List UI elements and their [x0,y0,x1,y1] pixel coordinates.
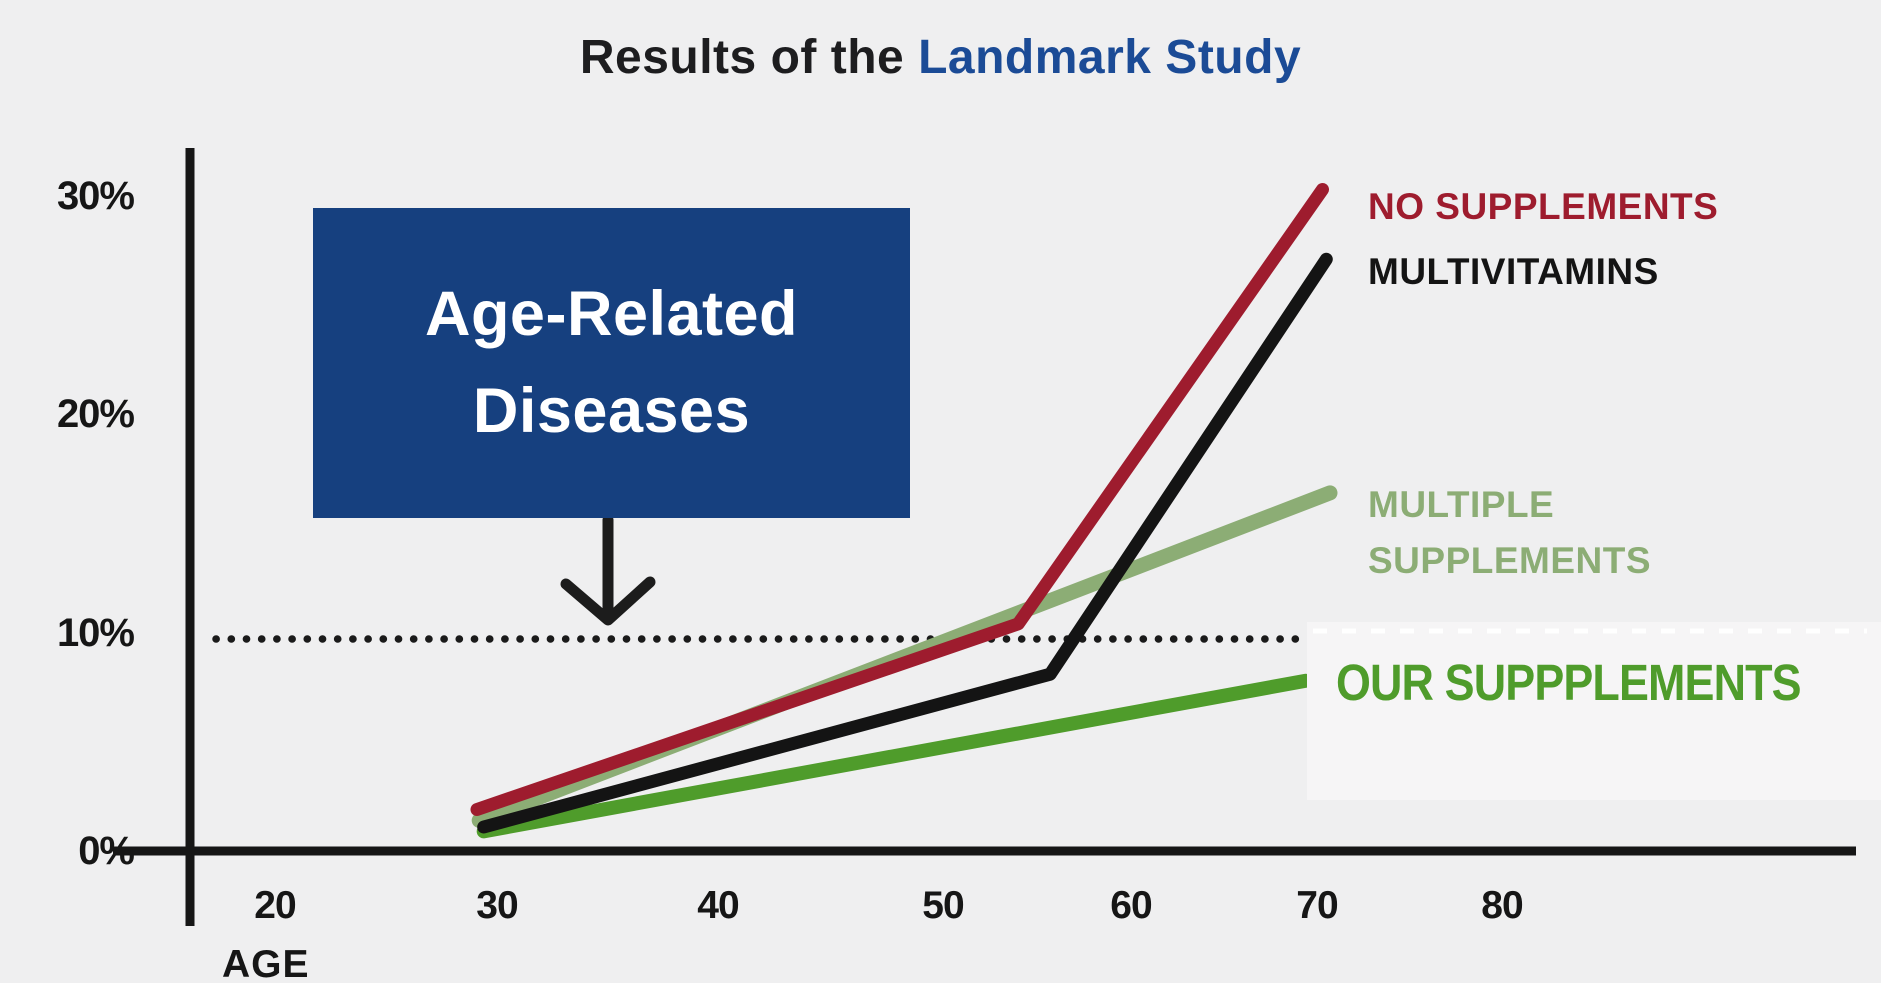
series-label-multiple-supplements: MULTIPLE SUPPLEMENTS [1368,484,1652,581]
down-arrow-icon [560,514,656,626]
x-tick-label: 40 [697,884,739,927]
series-line-multivitamins [477,252,1333,834]
x-tick-label: 60 [1110,884,1152,927]
x-tick-label: 30 [476,884,518,927]
y-tick-label: 10% [56,610,135,655]
y-tick-label: 20% [56,392,135,437]
chart-title-highlight: Landmark Study [918,31,1302,84]
series-line-our-suppplements [476,673,1313,839]
x-axis-title: AGE [222,943,310,983]
x-tick-label: 50 [922,884,964,927]
series-label-our-supplements: OUR SUPPPLEMENTS [1336,654,1802,711]
chart-title: Results of the Landmark Study [0,30,1881,85]
annotation-line-1: Age-Related [424,279,799,349]
series-lines-group [470,183,1338,839]
chart-title-prefix: Results of the [579,31,905,84]
series-label-no-supplements: NO SUPPLEMENTS [1368,186,1719,227]
annotation-box: Age-Related Diseases [313,208,910,518]
y-tick-label: 0% [78,829,135,873]
x-tick-label: 20 [254,884,296,927]
white-dashed-line [1313,628,1867,634]
label-backdrop-panel [1307,622,1881,800]
series-label-multivitamins: MULTIVITAMINS [1368,251,1659,292]
annotation-line-2: Diseases [472,376,751,446]
y-tick-label: 30% [56,174,135,218]
x-tick-label: 80 [1481,884,1523,927]
x-tick-label: 70 [1296,884,1338,927]
series-line-no-supplements [470,183,1329,816]
